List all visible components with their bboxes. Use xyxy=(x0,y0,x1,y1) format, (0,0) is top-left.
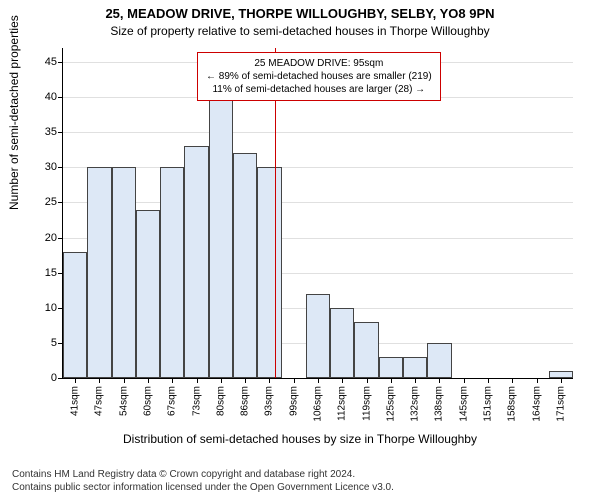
xtick-label: 80sqm xyxy=(215,386,226,416)
xtick-mark xyxy=(464,378,465,383)
xtick-label: 93sqm xyxy=(264,386,275,416)
histogram-bar xyxy=(87,167,111,378)
xtick-label: 73sqm xyxy=(191,386,202,416)
xtick-label: 119sqm xyxy=(361,386,372,421)
xtick-label: 138sqm xyxy=(434,386,445,422)
xtick-mark xyxy=(415,378,416,383)
ytick-label: 10 xyxy=(45,302,57,314)
ytick-label: 45 xyxy=(45,56,57,68)
xtick-mark xyxy=(75,378,76,383)
ytick-label: 20 xyxy=(45,232,57,244)
chart-title-main: 25, MEADOW DRIVE, THORPE WILLOUGHBY, SEL… xyxy=(0,6,600,21)
xtick-label: 158sqm xyxy=(507,386,518,422)
xtick-label: 132sqm xyxy=(410,386,421,422)
ytick-label: 30 xyxy=(45,161,57,173)
xtick-mark xyxy=(512,378,513,383)
annotation-line: ← 89% of semi-detached houses are smalle… xyxy=(206,70,432,83)
attribution-footer: Contains HM Land Registry data © Crown c… xyxy=(12,468,394,494)
histogram-bar xyxy=(209,90,233,378)
histogram-bar xyxy=(306,294,330,378)
histogram-bar xyxy=(160,167,184,378)
xtick-mark xyxy=(148,378,149,383)
xtick-mark xyxy=(172,378,173,383)
xtick-mark xyxy=(439,378,440,383)
footer-line-2: Contains public sector information licen… xyxy=(12,481,394,494)
xtick-mark xyxy=(391,378,392,383)
xtick-mark xyxy=(124,378,125,383)
xtick-label: 54sqm xyxy=(118,386,129,416)
histogram-bar xyxy=(257,167,281,378)
histogram-bar xyxy=(112,167,136,378)
xtick-mark xyxy=(537,378,538,383)
ytick-label: 40 xyxy=(45,91,57,103)
xtick-label: 112sqm xyxy=(337,386,348,421)
ytick-mark xyxy=(58,238,63,239)
xtick-label: 164sqm xyxy=(531,386,542,422)
plot-area: 05101520253035404541sqm47sqm54sqm60sqm67… xyxy=(62,48,573,379)
xtick-mark xyxy=(294,378,295,383)
xtick-mark xyxy=(561,378,562,383)
ytick-mark xyxy=(58,202,63,203)
xtick-label: 67sqm xyxy=(167,386,178,416)
histogram-bar xyxy=(403,357,427,378)
xtick-mark xyxy=(245,378,246,383)
histogram-bar xyxy=(379,357,403,378)
ytick-mark xyxy=(58,62,63,63)
gridline xyxy=(63,202,573,203)
xtick-label: 41sqm xyxy=(70,386,81,416)
chart-title-sub: Size of property relative to semi-detach… xyxy=(0,24,600,38)
ytick-mark xyxy=(58,378,63,379)
annotation-line: 25 MEADOW DRIVE: 95sqm xyxy=(206,57,432,70)
xtick-label: 151sqm xyxy=(483,386,494,422)
annotation-line: 11% of semi-detached houses are larger (… xyxy=(206,83,432,96)
xtick-mark xyxy=(318,378,319,383)
histogram-bar xyxy=(330,308,354,378)
xtick-mark xyxy=(488,378,489,383)
x-axis-label: Distribution of semi-detached houses by … xyxy=(0,432,600,446)
histogram-bar xyxy=(136,210,160,379)
xtick-label: 145sqm xyxy=(458,386,469,422)
xtick-mark xyxy=(269,378,270,383)
xtick-mark xyxy=(197,378,198,383)
xtick-label: 60sqm xyxy=(143,386,154,416)
histogram-bar xyxy=(354,322,378,378)
histogram-bar xyxy=(233,153,257,378)
xtick-label: 171sqm xyxy=(555,386,566,422)
histogram-bar xyxy=(63,252,87,378)
xtick-label: 99sqm xyxy=(288,386,299,416)
xtick-label: 125sqm xyxy=(385,386,396,422)
xtick-mark xyxy=(367,378,368,383)
ytick-label: 5 xyxy=(51,337,57,349)
xtick-label: 106sqm xyxy=(313,386,324,422)
xtick-mark xyxy=(342,378,343,383)
gridline xyxy=(63,167,573,168)
ytick-mark xyxy=(58,167,63,168)
annotation-box: 25 MEADOW DRIVE: 95sqm← 89% of semi-deta… xyxy=(197,52,441,101)
xtick-mark xyxy=(221,378,222,383)
histogram-bar xyxy=(427,343,451,378)
gridline xyxy=(63,132,573,133)
footer-line-1: Contains HM Land Registry data © Crown c… xyxy=(12,468,394,481)
ytick-mark xyxy=(58,132,63,133)
ytick-label: 0 xyxy=(51,372,57,384)
ytick-label: 35 xyxy=(45,126,57,138)
histogram-bar xyxy=(549,371,573,378)
histogram-bar xyxy=(184,146,208,378)
y-axis-label: Number of semi-detached properties xyxy=(7,15,21,210)
xtick-mark xyxy=(99,378,100,383)
xtick-label: 47sqm xyxy=(94,386,105,416)
xtick-label: 86sqm xyxy=(240,386,251,416)
ytick-label: 25 xyxy=(45,196,57,208)
ytick-label: 15 xyxy=(45,267,57,279)
ytick-mark xyxy=(58,97,63,98)
